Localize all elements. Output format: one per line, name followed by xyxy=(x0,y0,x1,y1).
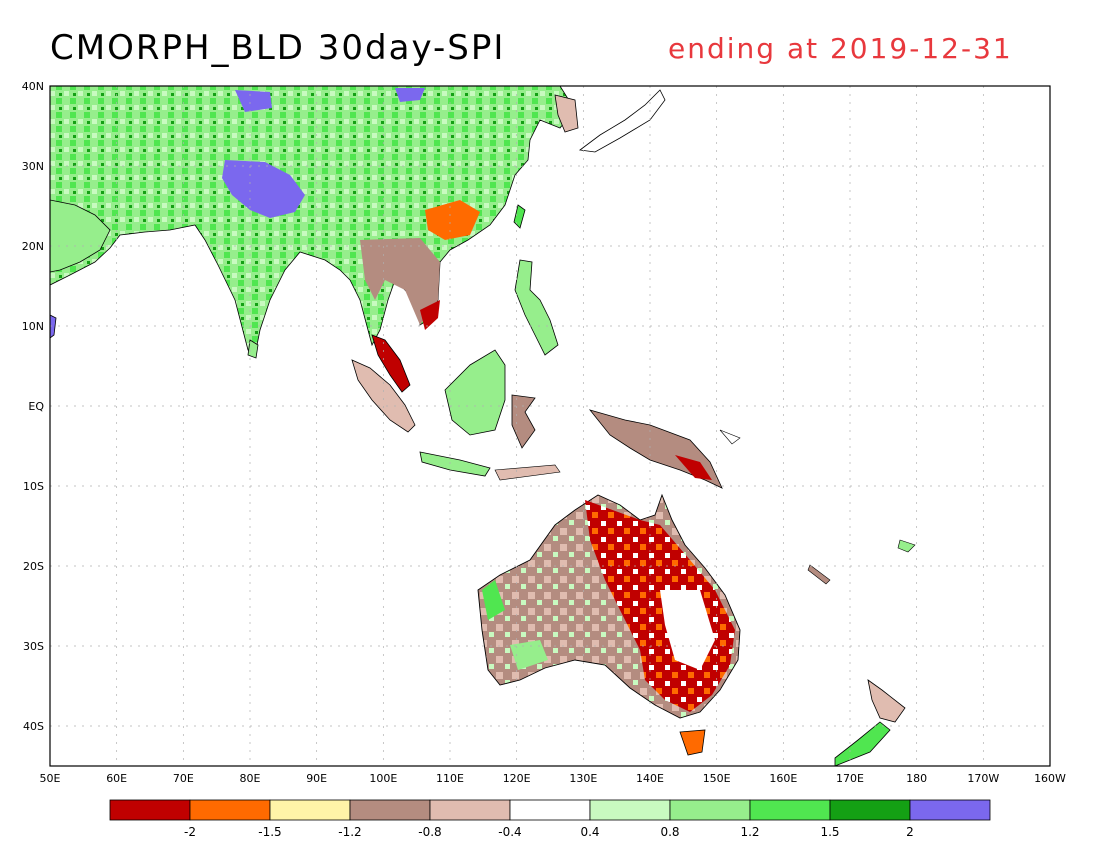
map-date-subtitle: ending at 2019-12-31 xyxy=(668,32,1013,65)
lon-label: 170W xyxy=(967,772,999,785)
lon-label: 140E xyxy=(636,772,664,785)
new-guinea-dry-patch xyxy=(675,455,712,480)
legend-swatch xyxy=(909,799,991,821)
legend-swatch xyxy=(349,799,431,821)
asia-landmass xyxy=(50,86,576,356)
lon-label: 160E xyxy=(769,772,797,785)
legend-label: -0.8 xyxy=(418,825,441,839)
lat-label: 40S xyxy=(23,720,44,733)
latitude-labels: 40N 30N 20N 10N EQ 10S 20S 30S 40S xyxy=(22,80,45,733)
lon-label: 150E xyxy=(703,772,731,785)
legend-swatch xyxy=(109,799,191,821)
map-title: CMORPH_BLD 30day-SPI xyxy=(50,28,506,68)
legend-swatch xyxy=(829,799,911,821)
map-gridlines xyxy=(50,86,1050,766)
sumatra-island xyxy=(351,359,416,433)
australia-southwest-green xyxy=(510,640,548,670)
map-frame xyxy=(49,85,1051,767)
new-caledonia-island xyxy=(807,564,831,585)
lat-label: 30S xyxy=(23,640,44,653)
legend-label: 2 xyxy=(906,825,914,839)
legend-swatch xyxy=(269,799,351,821)
tibet-very-wet-patch xyxy=(222,160,305,218)
vietnam-dry-patch xyxy=(420,300,440,330)
lon-label: 90E xyxy=(306,772,327,785)
legend-label: -0.4 xyxy=(498,825,521,839)
north-very-wet-patch xyxy=(235,90,272,112)
legend-label: -1.5 xyxy=(258,825,281,839)
mongolia-very-wet-patch xyxy=(395,88,425,102)
borneo-island xyxy=(444,349,506,436)
legend-swatch xyxy=(749,799,831,821)
longitude-labels: 50E 60E 70E 80E 90E 100E 110E 120E 130E 140E 150E 1… xyxy=(40,772,1067,785)
south-china-dry-patch xyxy=(425,200,480,240)
legend-swatch xyxy=(189,799,271,821)
lat-label: 20S xyxy=(23,560,44,573)
java-island xyxy=(419,451,491,477)
philippines-islands xyxy=(514,259,559,356)
japan-island xyxy=(578,89,666,153)
new-zealand-north xyxy=(867,679,906,723)
lat-label: EQ xyxy=(28,400,44,413)
lon-label: 60E xyxy=(106,772,127,785)
lon-label: 180 xyxy=(906,772,927,785)
lat-label: 30N xyxy=(22,160,44,173)
lon-label: 120E xyxy=(503,772,531,785)
lon-label: 130E xyxy=(569,772,597,785)
legend-label: -1.2 xyxy=(338,825,361,839)
legend-label: 1.2 xyxy=(740,825,759,839)
tasmania-island xyxy=(679,729,706,756)
arabia-edge xyxy=(50,199,111,273)
color-legend: -2 -1.5 -1.2 -0.8 -0.4 0.4 0.8 1.2 1.5 2 xyxy=(109,799,991,839)
australia-west-green xyxy=(482,580,505,620)
legend-label: 1.5 xyxy=(820,825,839,839)
lat-label: 10N xyxy=(22,320,44,333)
lon-label: 170E xyxy=(836,772,864,785)
malay-peninsula xyxy=(371,334,411,393)
lon-label: 160W xyxy=(1034,772,1066,785)
lon-label: 50E xyxy=(40,772,61,785)
lon-label: 70E xyxy=(173,772,194,785)
legend-label: 0.8 xyxy=(660,825,679,839)
fiji-islands xyxy=(897,539,916,553)
sulawesi-island xyxy=(511,394,536,449)
lat-label: 40N xyxy=(22,80,44,93)
legend-swatch xyxy=(669,799,751,821)
africa-edge xyxy=(50,314,57,339)
new-zealand-south xyxy=(834,721,891,766)
lat-label: 20N xyxy=(22,240,44,253)
sri-lanka-island xyxy=(247,339,259,359)
korea-peninsula xyxy=(554,94,579,133)
lesser-sunda-islands xyxy=(494,464,561,481)
lat-label: 10S xyxy=(23,480,44,493)
lon-label: 80E xyxy=(240,772,261,785)
solomon-islands xyxy=(719,429,741,445)
legend-swatch xyxy=(509,799,591,821)
legend-label: -2 xyxy=(184,825,196,839)
australia-interior-white xyxy=(660,590,715,670)
indochina-dry-patch xyxy=(360,238,440,325)
land-layer xyxy=(50,86,916,766)
lon-label: 110E xyxy=(436,772,464,785)
legend-swatch xyxy=(429,799,511,821)
lon-label: 100E xyxy=(369,772,397,785)
legend-label: 0.4 xyxy=(580,825,599,839)
legend-swatch xyxy=(589,799,671,821)
